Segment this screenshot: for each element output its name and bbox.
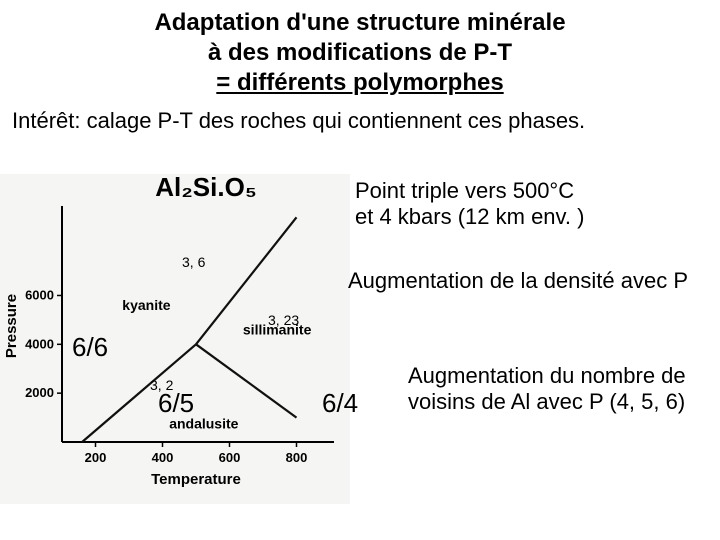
svg-text:6000: 6000 bbox=[25, 287, 54, 302]
svg-text:200: 200 bbox=[85, 450, 107, 465]
svg-text:Pressure: Pressure bbox=[3, 294, 20, 358]
phase-diagram: 200 400 600 800 2000 4000 6000 Temperature Press… bbox=[0, 174, 350, 504]
svg-text:4000: 4000 bbox=[25, 336, 54, 351]
subtitle: Intérêt: calage P-T des roches qui conti… bbox=[0, 98, 720, 138]
svg-text:600: 600 bbox=[219, 450, 241, 465]
svg-text:kyanite: kyanite bbox=[122, 297, 170, 313]
svg-text:800: 800 bbox=[286, 450, 308, 465]
coord-sill: 6/4 bbox=[322, 388, 358, 419]
svg-text:Al₂Si.O₅: Al₂Si.O₅ bbox=[155, 174, 257, 202]
triple-point-l1: Point triple vers 500°C bbox=[355, 178, 574, 203]
title-line2: à des modifications de P-T bbox=[0, 38, 720, 68]
title-line1: Adaptation d'une structure minérale bbox=[0, 8, 720, 38]
neighbors-l2: voisins de Al avec P (4, 5, 6) bbox=[408, 389, 685, 414]
coord-kyanite: 6/6 bbox=[72, 332, 108, 363]
triple-point-text: Point triple vers 500°C et 4 kbars (12 k… bbox=[355, 178, 584, 231]
svg-text:2000: 2000 bbox=[25, 385, 54, 400]
svg-text:Temperature: Temperature bbox=[151, 471, 241, 488]
density-sill: 3, 23 bbox=[268, 312, 299, 329]
triple-point-l2: et 4 kbars (12 km env. ) bbox=[355, 204, 584, 229]
neighbors-l1: Augmentation du nombre de bbox=[408, 363, 686, 388]
page-title: Adaptation d'une structure minérale à de… bbox=[0, 0, 720, 98]
coord-andal: 6/5 bbox=[158, 388, 194, 419]
svg-text:400: 400 bbox=[152, 450, 174, 465]
density-text: Augmentation de la densité avec P bbox=[348, 268, 688, 294]
title-line3: = différents polymorphes bbox=[0, 68, 720, 98]
density-kyanite: 3, 6 bbox=[182, 254, 205, 271]
neighbors-text: Augmentation du nombre de voisins de Al … bbox=[408, 363, 686, 416]
